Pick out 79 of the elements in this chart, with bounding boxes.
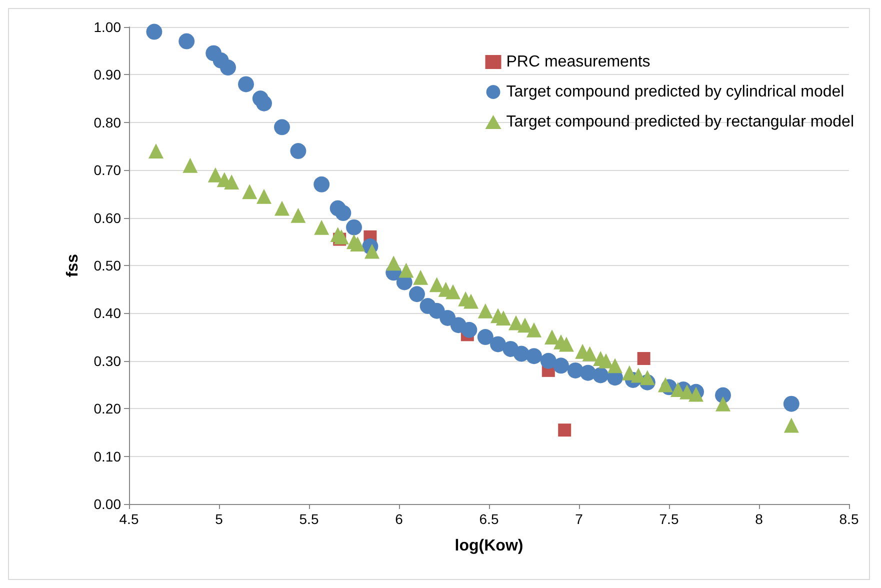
point <box>558 336 574 352</box>
point <box>429 277 444 292</box>
point <box>224 174 240 190</box>
point <box>148 144 164 159</box>
point <box>398 262 414 278</box>
point <box>220 60 236 76</box>
point <box>688 386 704 402</box>
y-tick-label: 0.20 <box>94 400 122 417</box>
point <box>413 270 428 285</box>
x-tick-label: 5 <box>215 511 224 527</box>
y-tick-label: 1.00 <box>94 19 122 35</box>
legend-label: Target compound predicted by cylindrical model <box>506 84 844 100</box>
point <box>350 236 366 252</box>
x-tick-label: 8 <box>755 511 764 527</box>
point <box>608 358 622 374</box>
point <box>238 76 254 92</box>
y-tick-label: 0.30 <box>94 352 122 369</box>
point <box>182 158 198 173</box>
y-tick-label: 0.70 <box>94 162 122 178</box>
point <box>335 205 352 222</box>
point <box>274 119 290 136</box>
x-axis-title: log(Kow) <box>454 538 524 554</box>
y-axis-title: fss <box>64 254 82 278</box>
point <box>256 188 272 204</box>
point <box>477 329 494 346</box>
point <box>290 208 306 223</box>
x-tick-label: 6.5 <box>479 511 499 527</box>
y-tick-label: 0.90 <box>94 66 122 83</box>
point <box>637 352 650 366</box>
y-tick-label: 0.00 <box>94 496 122 512</box>
point <box>242 184 258 200</box>
point <box>490 336 506 352</box>
point <box>461 322 478 338</box>
point <box>716 396 730 412</box>
y-tick-label: 0.60 <box>94 210 122 226</box>
x-tick-label: 4.5 <box>119 511 139 527</box>
point <box>478 303 493 318</box>
x-tick-label: 6 <box>395 511 404 527</box>
y-tick-label: 0.50 <box>94 258 122 274</box>
x-tick-label: 7 <box>575 511 584 527</box>
point <box>598 353 614 368</box>
y-tick-label: 0.40 <box>94 305 122 322</box>
point <box>178 33 195 50</box>
legend-label: PRC measurements <box>506 54 650 70</box>
point <box>783 396 800 412</box>
point <box>592 367 609 384</box>
point <box>290 143 306 160</box>
point <box>146 24 162 40</box>
point <box>334 229 349 244</box>
point <box>409 286 425 302</box>
point <box>640 370 655 386</box>
x-tick-label: 8.5 <box>839 511 859 527</box>
point <box>364 244 380 259</box>
point <box>526 322 542 338</box>
point <box>314 176 330 192</box>
point <box>446 284 460 300</box>
point <box>314 220 330 235</box>
y-tick-label: 0.10 <box>94 448 122 464</box>
point <box>658 377 673 392</box>
point <box>274 200 290 216</box>
point <box>346 219 362 236</box>
point <box>540 352 556 369</box>
point <box>440 310 456 326</box>
point <box>256 95 272 112</box>
point <box>558 424 572 437</box>
point <box>496 310 511 326</box>
point <box>518 318 532 333</box>
x-tick-label: 7.5 <box>659 511 679 527</box>
legend-label: Target compound predicted by rectangular model <box>506 114 854 130</box>
point <box>553 358 569 374</box>
point <box>208 167 223 182</box>
point <box>544 330 560 345</box>
point <box>464 294 478 309</box>
point <box>386 256 402 271</box>
point <box>784 418 799 433</box>
point <box>526 348 542 364</box>
y-tick-label: 0.80 <box>94 114 122 130</box>
point <box>582 346 598 362</box>
x-tick-label: 5.5 <box>299 511 319 527</box>
